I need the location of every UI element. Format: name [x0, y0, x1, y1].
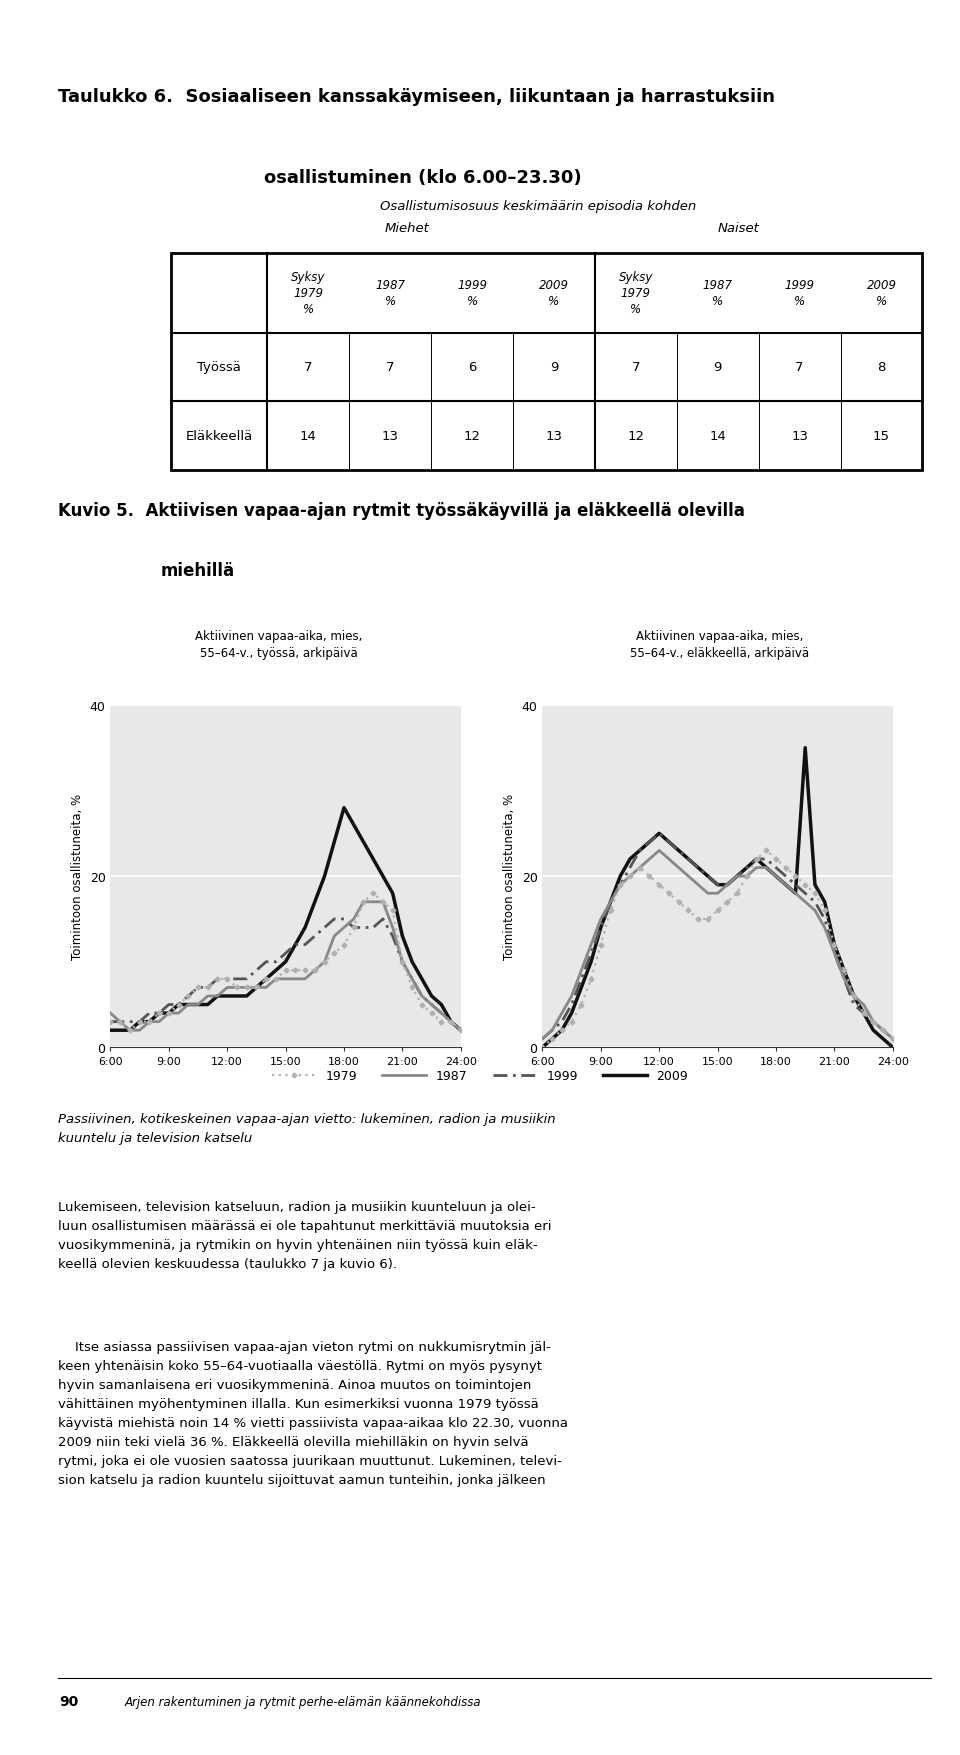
Text: Miehet: Miehet: [385, 223, 429, 235]
Text: Aktiivinen vapaa-aika, mies,
55–64-v., työssä, arkipäivä: Aktiivinen vapaa-aika, mies, 55–64-v., t…: [195, 630, 362, 660]
Text: Naiset: Naiset: [718, 223, 760, 235]
Text: 13: 13: [545, 430, 563, 442]
Text: 2009
%: 2009 %: [539, 279, 569, 309]
Text: 14: 14: [300, 430, 317, 442]
Text: Aktiivinen vapaa-aika, mies,
55–64-v., eläkkeellä, arkipäivä: Aktiivinen vapaa-aika, mies, 55–64-v., e…: [631, 630, 809, 660]
Text: Lukemiseen, television katseluun, radion ja musiikin kuunteluun ja olei-
luun os: Lukemiseen, television katseluun, radion…: [58, 1200, 551, 1271]
Text: 13: 13: [791, 430, 808, 442]
Text: osallistuminen (klo 6.00–23.30): osallistuminen (klo 6.00–23.30): [264, 168, 582, 188]
Text: Syksy
1979
%: Syksy 1979 %: [618, 270, 653, 316]
Text: 13: 13: [382, 430, 398, 442]
Text: miehillä: miehillä: [160, 562, 235, 579]
Text: 9: 9: [713, 362, 722, 374]
Text: 6: 6: [468, 362, 476, 374]
Text: Työssä: Työssä: [197, 362, 241, 374]
Text: Syksy
1979
%: Syksy 1979 %: [291, 270, 325, 316]
Text: 7: 7: [632, 362, 640, 374]
Text: 1987
%: 1987 %: [375, 279, 405, 309]
Text: 7: 7: [796, 362, 804, 374]
Text: 90: 90: [60, 1694, 79, 1708]
Text: Arjen rakentuminen ja rytmit perhe-elämän käännekohdissa: Arjen rakentuminen ja rytmit perhe-elämä…: [125, 1695, 481, 1708]
Legend: 1979, 1987, 1999, 2009: 1979, 1987, 1999, 2009: [267, 1064, 693, 1088]
Text: Taulukko 6.  Sosiaaliseen kanssakäymiseen, liikuntaan ja harrastuksiin: Taulukko 6. Sosiaaliseen kanssakäymiseen…: [58, 88, 775, 105]
Text: 12: 12: [464, 430, 481, 442]
Text: 9: 9: [550, 362, 558, 374]
Text: 12: 12: [627, 430, 644, 442]
Text: 14: 14: [709, 430, 726, 442]
Text: Osallistumisosuus keskimäärin episodia kohden: Osallistumisosuus keskimäärin episodia k…: [380, 200, 696, 212]
Text: 1999
%: 1999 %: [457, 279, 487, 309]
Y-axis label: Toimintoon osallistuneita, %: Toimintoon osallistuneita, %: [71, 793, 84, 960]
Text: 7: 7: [304, 362, 312, 374]
Text: 7: 7: [386, 362, 395, 374]
Text: 1987
%: 1987 %: [703, 279, 732, 309]
Y-axis label: Toimintoon osallistuneita, %: Toimintoon osallistuneita, %: [503, 793, 516, 960]
Text: Kuvio 5.  Aktiivisen vapaa-ajan rytmit työssäkäyvillä ja eläkkeellä olevilla: Kuvio 5. Aktiivisen vapaa-ajan rytmit ty…: [58, 502, 744, 519]
Text: 2009
%: 2009 %: [867, 279, 897, 309]
Text: 15: 15: [873, 430, 890, 442]
Text: Eläkkeellä: Eläkkeellä: [185, 430, 252, 442]
Text: 8: 8: [877, 362, 886, 374]
Text: 1999
%: 1999 %: [784, 279, 815, 309]
Text: Passiivinen, kotikeskeinen vapaa-ajan vietto: lukeminen, radion ja musiikin
kuun: Passiivinen, kotikeskeinen vapaa-ajan vi…: [58, 1113, 555, 1144]
Bar: [171, 253, 923, 470]
Text: Itse asiassa passiivisen vapaa-ajan vieton rytmi on nukkumisrytmin jäl-
keen yht: Itse asiassa passiivisen vapaa-ajan viet…: [58, 1341, 567, 1486]
